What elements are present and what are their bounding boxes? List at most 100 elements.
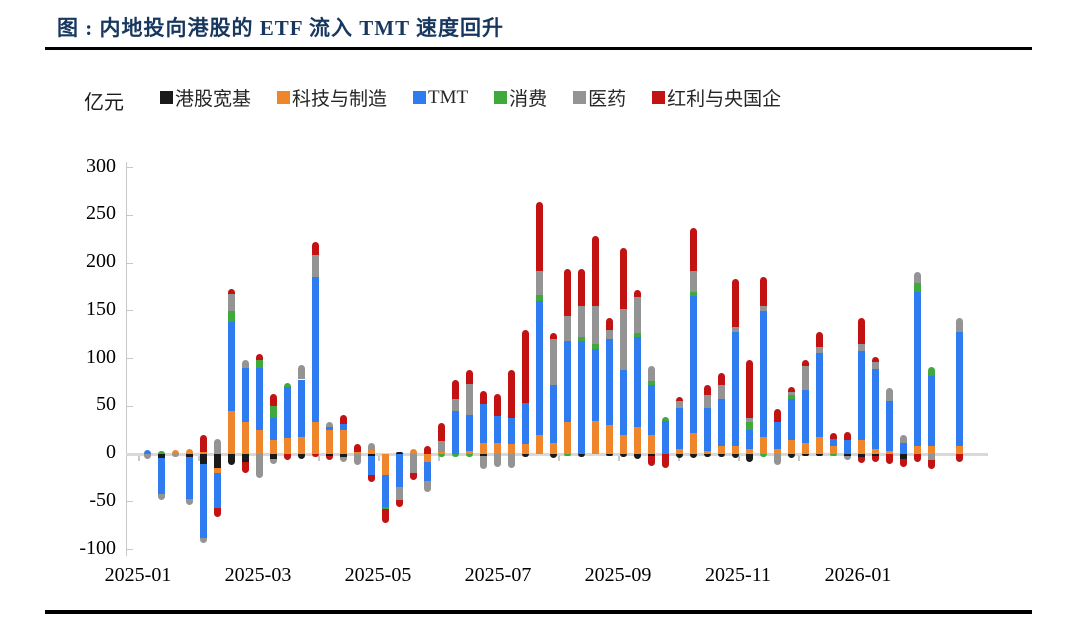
bar-segment [199,463,207,539]
bar-segment [213,468,221,474]
bar-segment [311,241,319,256]
bar-segment [675,454,683,458]
legend-swatch-icon [413,91,427,104]
bar-segment [591,344,599,349]
bar-segment [297,454,305,459]
y-axis-tick-label: 200 [86,250,116,272]
bar-segment [927,446,935,454]
bar-segment [605,454,613,456]
y-axis-tick [126,501,133,503]
bar-segment [157,451,165,454]
bar-segment [661,416,669,421]
bar-segment [843,455,851,460]
bar-segment [689,454,697,458]
bar-segment [451,398,459,412]
legend-label: 医药 [588,89,627,110]
bar-segment [927,454,935,460]
y-axis-tick-label: 300 [86,154,116,177]
bar-segment [745,422,753,431]
bar-segment [143,450,151,454]
x-axis-tick-label: 2026-01 [824,564,892,586]
bar-segment [535,294,543,302]
bar-segment [745,449,753,454]
bar-segment [549,339,557,386]
bar-segment [619,369,627,435]
bar-segment [283,454,291,460]
bar-segment [451,454,459,457]
bar-segment [885,451,893,454]
bar-segment [297,436,305,454]
bar-segment [829,446,837,454]
bar-segment [185,449,193,454]
x-axis-month-tick [618,456,620,461]
x-axis-tick-label: 2025-05 [344,564,412,586]
bar-segment [381,506,389,510]
bar-segment [185,456,193,499]
legend-item: 科技与制造 [277,84,387,111]
bar-segment [577,336,585,342]
bar-segment [521,329,529,404]
bar-segment [507,454,515,469]
bar-segment [479,455,487,470]
bar-segment [367,450,375,454]
bar-segment [493,415,501,443]
bar-segment [227,411,235,454]
bar-segment [759,305,767,311]
bar-segment [409,454,417,474]
bar-segment [577,454,585,457]
legend-item: 医药 [573,84,626,111]
bar-segment [647,434,655,454]
bar-segment [731,279,739,327]
bar-segment [591,236,599,306]
bar-segment [801,366,809,390]
bar-segment [871,455,879,462]
bar-segment [927,375,935,447]
bar-segment [955,318,963,332]
bar-segment [787,394,795,399]
bar-segment [619,308,627,370]
bar-segment [871,454,879,456]
bar-segment [591,348,599,421]
bar-segment [899,458,907,468]
bar-segment [283,437,291,454]
bar-segment [787,391,795,395]
y-axis-tick-label: 150 [86,297,116,320]
bar-segment [339,414,347,425]
bar-segment [801,360,809,367]
bar-segment [899,454,907,459]
bar-segment [731,454,739,458]
bar-segment [255,430,263,454]
x-axis-tick-label: 2025-03 [224,564,292,586]
bar-segment [857,454,865,457]
bar-segment [563,316,571,342]
legend-label: 红利与央国企 [667,89,782,110]
bar-segment [913,291,921,447]
bar-segment [871,449,879,454]
bar-segment [199,538,207,543]
bar-segment [535,301,543,435]
top-rule [45,47,1032,50]
bar-segment [913,283,921,292]
bar-segment [647,385,655,435]
bar-segment [423,446,431,454]
bar-segment [199,454,207,464]
y-axis-tick [126,214,133,216]
bar-segment [675,449,683,454]
bar-segment [885,401,893,452]
bar-segment [843,439,851,454]
bar-segment [829,454,837,456]
bar-segment [619,454,627,457]
bar-segment [745,454,753,462]
bar-segment [577,268,585,306]
bar-segment [269,458,277,464]
bar-segment [507,369,515,418]
y-axis-tick [126,262,133,264]
bar-segment [157,454,165,458]
bar-segment [801,390,809,443]
x-axis-month-tick [318,456,320,461]
bar-segment [773,449,781,454]
bar-segment [339,430,347,454]
bar-segment [801,454,809,456]
bar-segment [423,480,431,493]
bar-segment [857,350,865,440]
